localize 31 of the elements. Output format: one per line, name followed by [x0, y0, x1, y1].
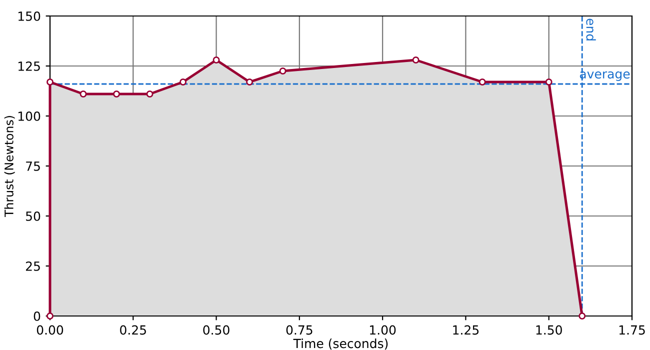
- point: [80, 90, 87, 98]
- y-tick-label: 150: [18, 11, 40, 21]
- point: [46, 78, 54, 86]
- point: [478, 78, 486, 86]
- x-tick-label: 0.25: [120, 325, 146, 335]
- x-tick-label: 1.25: [453, 325, 479, 335]
- y-axis-title: Thrust (Newtons): [4, 116, 15, 218]
- y-tick-label: 125: [18, 61, 40, 71]
- x-axis-title: Time (seconds): [293, 338, 388, 350]
- x-tick-label: 1.75: [619, 325, 645, 335]
- point: [212, 56, 220, 64]
- point: [545, 78, 552, 86]
- y-tick-label: 25: [26, 261, 40, 271]
- point: [146, 90, 154, 98]
- point: [279, 68, 286, 74]
- point: [578, 312, 586, 320]
- x-tick-label: 1.50: [536, 325, 562, 335]
- point: [412, 56, 420, 64]
- x-tick-label: 0.75: [286, 325, 312, 335]
- ref-line-label: end: [586, 18, 596, 40]
- point: [113, 90, 120, 98]
- x-tick-label: 0.00: [36, 325, 64, 335]
- point: [180, 78, 186, 86]
- y-tick-label: 100: [18, 111, 40, 121]
- y-tick-label: 0: [34, 311, 40, 321]
- x-tick-label: 0.50: [203, 325, 230, 335]
- point: [246, 78, 254, 86]
- y-tick-label: 75: [26, 162, 40, 171]
- x-tick-label: 1.00: [370, 325, 396, 335]
- y-tick-label: 50: [26, 211, 40, 221]
- ref-line-label: average: [580, 71, 630, 81]
